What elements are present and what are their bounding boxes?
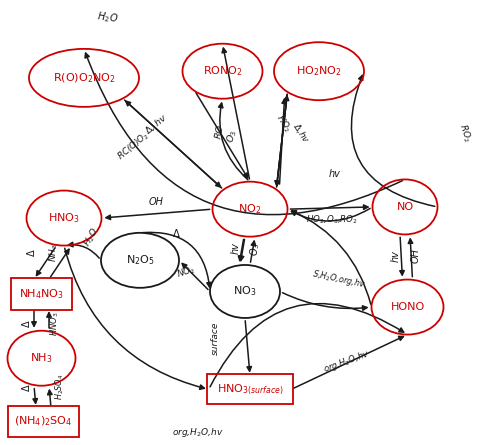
Text: HO$_2$NO$_2$: HO$_2$NO$_2$ <box>296 64 342 78</box>
Text: NH$_4$NO$_3$: NH$_4$NO$_3$ <box>19 287 64 301</box>
Text: NO$_2$: NO$_2$ <box>238 202 262 216</box>
Text: RONO$_2$: RONO$_2$ <box>202 64 242 78</box>
Text: hv: hv <box>329 169 341 178</box>
Text: RC(O)O$_2$: RC(O)O$_2$ <box>116 129 152 163</box>
Text: $\Delta$: $\Delta$ <box>172 227 180 239</box>
Text: H$_2$SO$_4$: H$_2$SO$_4$ <box>54 374 66 401</box>
Text: (NH$_4$)$_2$SO$_4$: (NH$_4$)$_2$SO$_4$ <box>14 415 72 428</box>
Text: S,H$_2$O,org,hv: S,H$_2$O,org,hv <box>311 267 367 291</box>
Text: org,H$_2$O,hv: org,H$_2$O,hv <box>322 347 372 376</box>
Text: HO$_2$,O$_3$,RO$_2$: HO$_2$,O$_3$,RO$_2$ <box>306 213 358 226</box>
Text: $\Delta$,hv: $\Delta$,hv <box>290 121 312 146</box>
Text: NH$_3$: NH$_3$ <box>47 243 60 262</box>
Text: NO: NO <box>396 202 413 212</box>
Text: HNO$_3$: HNO$_3$ <box>48 211 80 225</box>
Text: OH: OH <box>411 248 421 263</box>
Text: N$_2$O$_5$: N$_2$O$_5$ <box>126 253 154 267</box>
Text: NO$_2$: NO$_2$ <box>176 263 198 281</box>
Text: RO: RO <box>214 123 226 139</box>
Text: NO$_3$: NO$_3$ <box>234 284 256 299</box>
Text: H$_2$O: H$_2$O <box>96 9 119 26</box>
Text: $\Delta$: $\Delta$ <box>20 384 32 392</box>
Text: NH$_3$: NH$_3$ <box>30 351 53 365</box>
Text: R(O)O$_2$NO$_2$: R(O)O$_2$NO$_2$ <box>52 71 116 85</box>
Text: O$_3$: O$_3$ <box>248 243 262 256</box>
Text: org,H$_2$O,hv: org,H$_2$O,hv <box>172 426 224 440</box>
Text: $\Delta$, hv: $\Delta$, hv <box>142 111 170 137</box>
Text: HNO$_3$: HNO$_3$ <box>49 312 61 336</box>
Text: H$_2$O: H$_2$O <box>82 226 102 249</box>
Text: OH: OH <box>148 198 164 207</box>
Text: HNO$_{3 (surface)}$: HNO$_{3 (surface)}$ <box>216 382 284 396</box>
Text: $\Delta$: $\Delta$ <box>20 320 32 328</box>
Text: HONO: HONO <box>390 302 424 312</box>
Text: hv: hv <box>391 250 401 262</box>
Text: hv: hv <box>231 243 241 254</box>
Text: O$_3$: O$_3$ <box>225 129 240 144</box>
Text: surface: surface <box>210 321 220 355</box>
Text: RO$_2$: RO$_2$ <box>456 123 474 144</box>
Text: HO$_2$: HO$_2$ <box>274 112 294 135</box>
Text: $\Delta$: $\Delta$ <box>25 248 37 257</box>
